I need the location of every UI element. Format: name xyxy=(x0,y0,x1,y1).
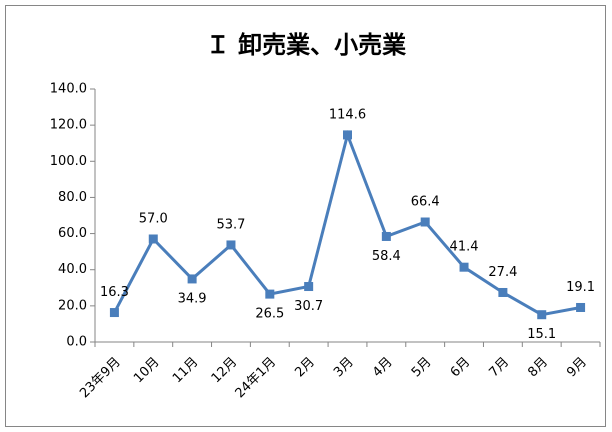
data-point xyxy=(537,310,547,320)
y-tick-label: 120.0 xyxy=(50,118,87,133)
data-label: 27.4 xyxy=(488,265,517,280)
data-point xyxy=(304,282,314,292)
data-label: 26.5 xyxy=(255,307,284,322)
data-point xyxy=(265,289,275,299)
data-label: 34.9 xyxy=(178,291,207,306)
y-tick-label: 0.0 xyxy=(66,335,87,350)
data-label: 15.1 xyxy=(527,327,556,342)
data-label: 16.3 xyxy=(100,285,129,300)
data-label: 41.4 xyxy=(450,240,479,255)
data-point xyxy=(343,130,352,140)
data-label: 114.6 xyxy=(329,107,366,122)
y-tick-label: 80.0 xyxy=(58,190,87,205)
data-label: 30.7 xyxy=(294,299,323,314)
y-tick-label: 100.0 xyxy=(50,154,87,169)
data-point xyxy=(226,240,236,250)
data-label: 19.1 xyxy=(566,280,595,295)
data-point xyxy=(148,234,158,244)
data-label: 58.4 xyxy=(372,249,401,264)
data-point xyxy=(498,287,508,297)
chart-frame xyxy=(5,5,606,427)
chart-title: Ｉ 卸売業、小売業 xyxy=(206,31,406,59)
data-point xyxy=(109,308,119,318)
data-point xyxy=(420,217,430,227)
data-point xyxy=(187,274,197,284)
y-tick-label: 60.0 xyxy=(58,226,87,241)
data-label: 57.0 xyxy=(139,211,168,226)
data-label: 53.7 xyxy=(216,217,245,232)
y-tick-label: 20.0 xyxy=(58,298,87,313)
y-tick-label: 140.0 xyxy=(50,82,87,97)
data-point xyxy=(459,262,469,272)
data-point xyxy=(576,302,586,312)
data-point xyxy=(381,231,391,241)
data-label: 66.4 xyxy=(411,195,440,210)
y-tick-label: 40.0 xyxy=(58,262,87,277)
